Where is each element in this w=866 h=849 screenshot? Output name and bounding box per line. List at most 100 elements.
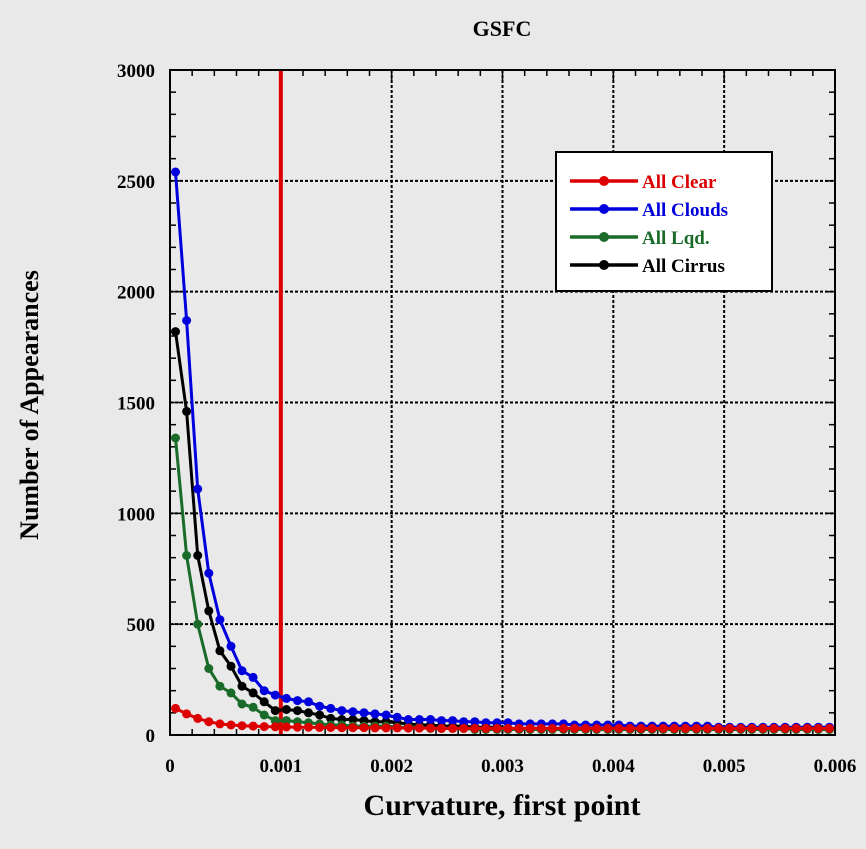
data-point — [559, 723, 568, 733]
data-point — [802, 723, 812, 733]
legend-swatch-marker — [599, 232, 609, 242]
data-point — [293, 696, 302, 706]
data-point — [226, 661, 236, 671]
data-point — [669, 723, 679, 733]
data-point — [171, 433, 180, 443]
data-point — [658, 723, 668, 733]
data-point — [470, 723, 480, 733]
legend-swatch-marker — [599, 204, 609, 214]
legend-label: All Lqd. — [642, 228, 710, 249]
legend-item: All Clear — [570, 172, 717, 193]
y-axis-label: Number of Appearances — [15, 270, 44, 540]
data-point — [448, 716, 458, 726]
x-tick-label: 0.002 — [370, 756, 413, 777]
data-point — [603, 723, 613, 733]
data-point — [215, 646, 225, 656]
data-point — [304, 697, 313, 707]
data-point — [392, 712, 402, 722]
data-point — [592, 723, 602, 733]
chart-title: GSFC — [473, 16, 532, 41]
data-point — [182, 406, 192, 416]
data-point — [182, 709, 192, 719]
data-point — [281, 693, 291, 703]
data-point — [403, 715, 413, 724]
x-tick-label: 0.006 — [814, 756, 857, 777]
data-point — [647, 723, 657, 733]
data-point — [326, 713, 336, 723]
legend: All Clear All Clouds All Lqd. All Cirrus — [555, 151, 773, 292]
data-point — [248, 688, 258, 698]
data-point — [614, 723, 624, 733]
legend-item: All Lqd. — [570, 228, 710, 249]
series-all-clear — [171, 703, 834, 733]
data-point — [182, 551, 192, 560]
data-point — [348, 723, 358, 733]
data-point — [437, 723, 446, 733]
data-point — [281, 722, 291, 732]
data-point — [237, 681, 247, 691]
data-point — [193, 551, 203, 560]
data-point — [547, 723, 557, 733]
data-point — [481, 723, 491, 733]
data-point — [259, 710, 269, 720]
legend-swatch-marker — [599, 260, 609, 270]
data-point — [570, 723, 579, 733]
data-point — [204, 717, 214, 727]
data-point — [359, 723, 369, 733]
data-point — [259, 697, 269, 707]
data-point — [381, 710, 391, 720]
data-point — [714, 723, 724, 733]
data-point — [315, 701, 325, 711]
data-point — [470, 717, 480, 727]
data-point — [437, 716, 446, 726]
x-tick-label: 0 — [165, 756, 175, 777]
data-point — [304, 708, 313, 718]
legend-item: All Cirrus — [570, 256, 725, 277]
data-point — [359, 708, 369, 718]
data-point — [625, 723, 635, 733]
data-point — [692, 723, 701, 733]
data-point — [736, 723, 746, 733]
data-point — [226, 641, 236, 651]
data-point — [293, 722, 302, 732]
data-point — [182, 316, 192, 325]
x-tick-label: 0.004 — [592, 756, 635, 777]
data-point — [370, 709, 380, 719]
data-point — [459, 717, 469, 727]
data-point — [636, 723, 646, 733]
data-point — [204, 606, 214, 616]
data-point — [725, 723, 735, 733]
y-tick-label: 0 — [146, 726, 156, 747]
data-point — [370, 723, 380, 733]
data-point — [459, 723, 469, 733]
data-point — [337, 723, 347, 733]
data-point — [259, 686, 269, 696]
data-point — [237, 666, 247, 676]
data-point — [403, 723, 413, 733]
data-point — [348, 715, 358, 724]
data-point — [414, 723, 424, 733]
legend-swatch-marker — [599, 176, 609, 186]
data-point — [204, 664, 214, 673]
data-point — [270, 716, 280, 726]
data-point — [426, 723, 435, 733]
data-point — [492, 723, 502, 733]
legend-label: All Cirrus — [642, 256, 725, 277]
data-point — [326, 703, 336, 713]
data-point — [381, 723, 391, 733]
data-point — [703, 723, 712, 733]
y-tick-label: 2000 — [117, 283, 155, 304]
data-point — [193, 484, 203, 494]
data-point — [226, 720, 236, 730]
data-point — [315, 710, 325, 720]
data-point — [525, 723, 535, 733]
data-point — [293, 706, 302, 716]
data-point — [171, 327, 180, 337]
y-tick-label: 500 — [127, 615, 156, 636]
data-point — [281, 705, 291, 714]
data-point — [259, 722, 269, 732]
data-point — [204, 568, 214, 578]
legend-box — [555, 151, 773, 292]
data-point — [226, 688, 236, 698]
